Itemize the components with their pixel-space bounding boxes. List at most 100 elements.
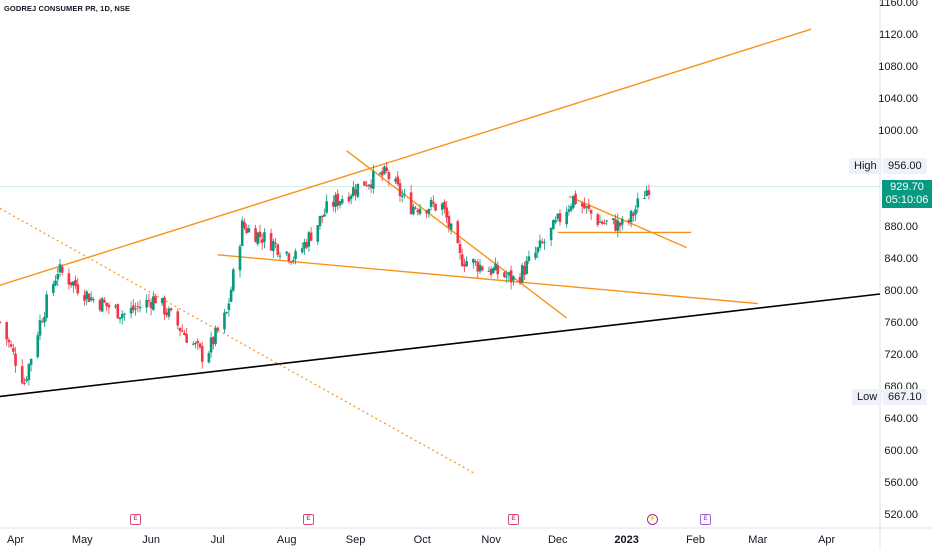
candle-body [134, 308, 137, 310]
candle-body [300, 248, 304, 253]
earnings-icon[interactable]: E [130, 514, 141, 525]
candle-body [476, 261, 480, 272]
trendline-dotted-decline [0, 207, 476, 475]
candle-body [169, 308, 173, 311]
candle-body [463, 264, 466, 267]
candle-body [269, 233, 273, 251]
candle-body [489, 268, 493, 275]
candle-body [512, 276, 515, 281]
earnings-icon[interactable]: E [700, 514, 711, 525]
candle-body [214, 327, 217, 344]
earnings-icon[interactable]: E [508, 514, 519, 525]
candle-body [492, 268, 495, 274]
candle-body [536, 247, 540, 253]
candle-body [523, 266, 526, 275]
time-tick-label: Jun [142, 534, 160, 546]
candle-body [400, 195, 404, 197]
price-tick-label: 1000.00 [878, 125, 918, 137]
low-label: Low [852, 389, 883, 405]
candle-body [474, 261, 477, 263]
price-tick-label: 880.00 [884, 221, 918, 233]
time-tick-label: Sep [346, 534, 366, 546]
candle-body [509, 270, 513, 283]
candle-body [98, 299, 102, 310]
candle-body [100, 298, 104, 312]
candle-body [258, 231, 262, 238]
candle-body [185, 334, 188, 343]
candle-body [465, 261, 468, 267]
split-icon[interactable]: ⚡ [647, 514, 658, 525]
candle-body [383, 166, 386, 174]
candle-body [294, 251, 297, 260]
candle-body [60, 266, 64, 273]
candle-body [429, 200, 433, 207]
candle-body [29, 358, 33, 365]
trendline-upper-channel [0, 28, 812, 286]
candle-body [565, 212, 568, 225]
candle-body [225, 312, 228, 314]
candle-body [40, 321, 44, 323]
candle-body [307, 232, 311, 247]
candle-body [27, 364, 31, 381]
candle-body [367, 184, 371, 187]
candle-body [12, 348, 15, 352]
candle-body [183, 332, 186, 336]
candle-body [556, 213, 560, 219]
candle-body [378, 172, 382, 174]
candle-body [336, 193, 340, 206]
candle-body [425, 210, 428, 214]
candle-body [278, 255, 282, 257]
candle-body [409, 192, 413, 215]
candle-body [285, 251, 288, 254]
candle-body [89, 297, 93, 301]
price-tick-label: 520.00 [884, 509, 918, 521]
candle-body [138, 307, 142, 309]
candle-body [216, 327, 220, 331]
candle-body [440, 203, 444, 210]
candle-body [449, 223, 453, 230]
earnings-icon[interactable]: E [303, 514, 314, 525]
candle-body [414, 207, 417, 209]
candle-body [52, 284, 55, 293]
candle-body [212, 336, 215, 345]
candle-body [403, 193, 406, 195]
candle-body [238, 246, 242, 271]
candle-body [240, 220, 244, 246]
candle-body [332, 201, 335, 207]
candle-body [380, 171, 384, 176]
price-tick-label: 560.00 [884, 477, 918, 489]
candle-body [352, 187, 355, 197]
candle-body [316, 225, 320, 242]
candle-body [618, 222, 622, 227]
candle-body [25, 379, 28, 382]
candle-body [612, 218, 615, 220]
time-tick-label: Feb [686, 534, 705, 546]
candle-body [198, 343, 202, 348]
time-tick-label: Apr [7, 534, 24, 546]
candle-body [74, 279, 77, 286]
candle-body [598, 221, 602, 223]
time-tick-label: Dec [548, 534, 568, 546]
candle-body [7, 339, 11, 343]
time-tick-label: Oct [414, 534, 431, 546]
candle-body [36, 335, 40, 358]
candle-body [176, 311, 180, 326]
candle-body [318, 215, 322, 226]
candle-body [558, 213, 562, 223]
candle-body [349, 195, 353, 200]
candle-body [260, 239, 264, 243]
price-tick-label: 1120.00 [879, 29, 918, 41]
candle-body [572, 195, 575, 208]
candle-body [129, 307, 133, 314]
candle-body [543, 242, 546, 244]
trendline-lower-channel [217, 254, 758, 305]
candle-body [123, 313, 126, 315]
candle-body [434, 203, 437, 211]
candle-body [472, 259, 475, 263]
candle-body [480, 266, 484, 271]
candle-body [527, 256, 531, 261]
bar-countdown: 05:10:06 [885, 194, 929, 206]
candle-body [614, 219, 617, 231]
candle-body [118, 317, 122, 320]
